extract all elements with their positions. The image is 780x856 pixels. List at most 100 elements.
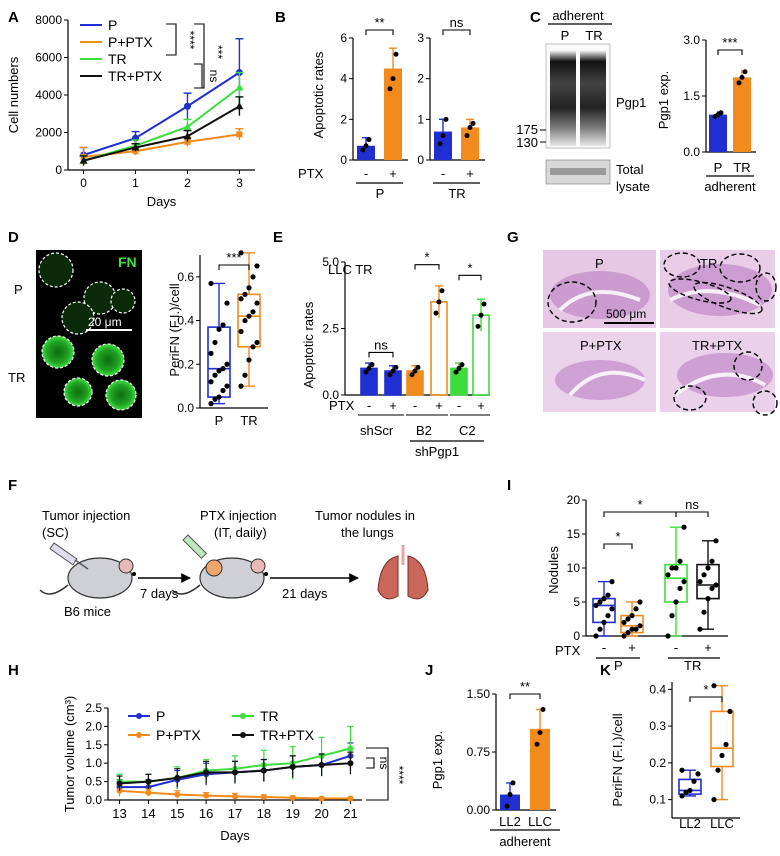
c-lysate: lysate bbox=[616, 179, 650, 194]
d-point bbox=[208, 350, 214, 356]
a-y-tick-label: 0 bbox=[55, 163, 62, 177]
g-point bbox=[232, 769, 238, 776]
b-2-y-tick-label: 1 bbox=[417, 112, 424, 126]
d-box bbox=[237, 293, 261, 348]
a-y-tick-label: 2000 bbox=[35, 126, 62, 140]
syringe-icon-2 bbox=[182, 534, 208, 560]
e-y-tick-label: 2.5 bbox=[322, 322, 339, 336]
b-group2-label: TR bbox=[448, 186, 465, 201]
e-point bbox=[366, 365, 372, 371]
g-point bbox=[347, 745, 354, 752]
d-cell bbox=[105, 379, 137, 411]
e-y-tick-label: 0.0 bbox=[322, 388, 339, 402]
chart-d: PeriFN (F.I.)/cell P TR 0.0 0.2 0.4 0.6 *** bbox=[167, 250, 268, 428]
a-series-line bbox=[83, 86, 241, 162]
i-point bbox=[597, 599, 603, 605]
a-point bbox=[79, 156, 88, 164]
g-x-tick-label: 16 bbox=[199, 806, 213, 821]
i-point bbox=[629, 626, 635, 632]
i-point bbox=[605, 592, 611, 598]
a-sig-label: ns bbox=[207, 70, 221, 83]
chart-b: Apoptotic rates PTX - + P - + TR 0 2 4 6 ** 0… bbox=[298, 15, 485, 201]
b-bar bbox=[434, 131, 452, 160]
g-y-tick-label: 1.5 bbox=[85, 738, 102, 752]
d-point bbox=[224, 361, 230, 367]
g-point bbox=[174, 774, 181, 781]
i-sig-bracket-label: * bbox=[615, 529, 620, 544]
g-sig-label: **** bbox=[392, 766, 406, 785]
k-sig-bracket-label: * bbox=[703, 682, 708, 697]
d-point bbox=[238, 383, 244, 389]
panel-letter-c: C bbox=[530, 9, 541, 26]
d-scale-label: 20 μm bbox=[88, 315, 122, 329]
d-point bbox=[212, 396, 218, 402]
b-point bbox=[443, 116, 449, 122]
f-step1: Tumor injection bbox=[42, 508, 130, 523]
d-point bbox=[216, 326, 222, 332]
g-x-tick-label: 15 bbox=[170, 806, 184, 821]
i-point bbox=[705, 565, 711, 571]
c-x-tr: TR bbox=[733, 160, 750, 175]
panel-letter-k: K bbox=[600, 662, 611, 679]
a-point bbox=[183, 102, 191, 110]
b-ylabel: Apoptotic rates bbox=[311, 51, 326, 138]
d-point bbox=[224, 300, 230, 306]
i-point bbox=[633, 626, 639, 632]
i-point bbox=[625, 630, 631, 636]
b-minus-1: - bbox=[364, 166, 368, 181]
i-point bbox=[621, 633, 627, 639]
e-point bbox=[459, 362, 465, 368]
d-point bbox=[220, 322, 226, 328]
e-g2: B2 bbox=[416, 423, 432, 438]
j-y-tick-label: 1.50 bbox=[467, 687, 491, 701]
g-x-tick-label: 14 bbox=[141, 806, 155, 821]
d-point bbox=[238, 296, 244, 302]
e-g1: shScr bbox=[360, 423, 394, 438]
i-ptx-sign: - bbox=[602, 640, 606, 655]
h-vessels bbox=[558, 289, 766, 397]
k-y-tick-label: 0.3 bbox=[649, 719, 666, 733]
d-point bbox=[220, 366, 226, 372]
e-point bbox=[393, 364, 399, 370]
h-nodule-outlines bbox=[547, 252, 778, 416]
i-point bbox=[609, 606, 615, 612]
g-point bbox=[289, 763, 296, 770]
panel-h-histology: P TR P+PTX TR+PTX 500 μm bbox=[543, 250, 778, 416]
k-box bbox=[710, 710, 734, 768]
chart-j: Pgp1 exp. LL2 LLC adherent 0.00 0.75 1.50 *… bbox=[430, 679, 560, 849]
e-point bbox=[390, 368, 396, 374]
i-sig-bracket-label: ns bbox=[685, 497, 699, 512]
c-point bbox=[718, 110, 724, 116]
f-step1b: (SC) bbox=[42, 525, 69, 540]
i-point bbox=[705, 596, 711, 602]
a-series-line bbox=[83, 105, 240, 162]
a-ylabel: Cell numbers bbox=[6, 56, 21, 133]
d-sig-bracket-label: *** bbox=[226, 250, 241, 265]
i-point bbox=[681, 579, 687, 585]
j-point bbox=[510, 780, 516, 786]
d-point bbox=[212, 339, 218, 346]
f-arrow1-label: 7 days bbox=[140, 586, 179, 601]
e-point bbox=[481, 301, 487, 307]
d-point bbox=[250, 344, 256, 350]
i-g1: P bbox=[614, 658, 623, 673]
a-xlabel: Days bbox=[147, 194, 177, 209]
d-point bbox=[238, 250, 244, 256]
b-bar bbox=[384, 68, 402, 160]
e-point bbox=[409, 372, 415, 378]
h-label-tr: TR bbox=[700, 256, 717, 271]
e-g-parent: shPgp1 bbox=[415, 444, 459, 459]
j-point bbox=[540, 706, 546, 712]
i-g2: TR bbox=[684, 658, 701, 673]
chart-k: PeriFN (F.I.)/cell LL2 LLC 0.1 0.2 0.3 0.4 * bbox=[610, 682, 740, 831]
i-y-tick-label: 5 bbox=[573, 595, 580, 609]
e-ptx-sign: - bbox=[367, 398, 371, 413]
d-point bbox=[220, 387, 226, 394]
b-2-y-tick-label: 2 bbox=[417, 72, 424, 86]
k-point bbox=[723, 741, 729, 748]
d-x-tr: TR bbox=[240, 413, 257, 428]
j-point bbox=[534, 741, 540, 747]
i-point bbox=[609, 579, 615, 585]
panel-letter-h: G bbox=[507, 229, 519, 246]
